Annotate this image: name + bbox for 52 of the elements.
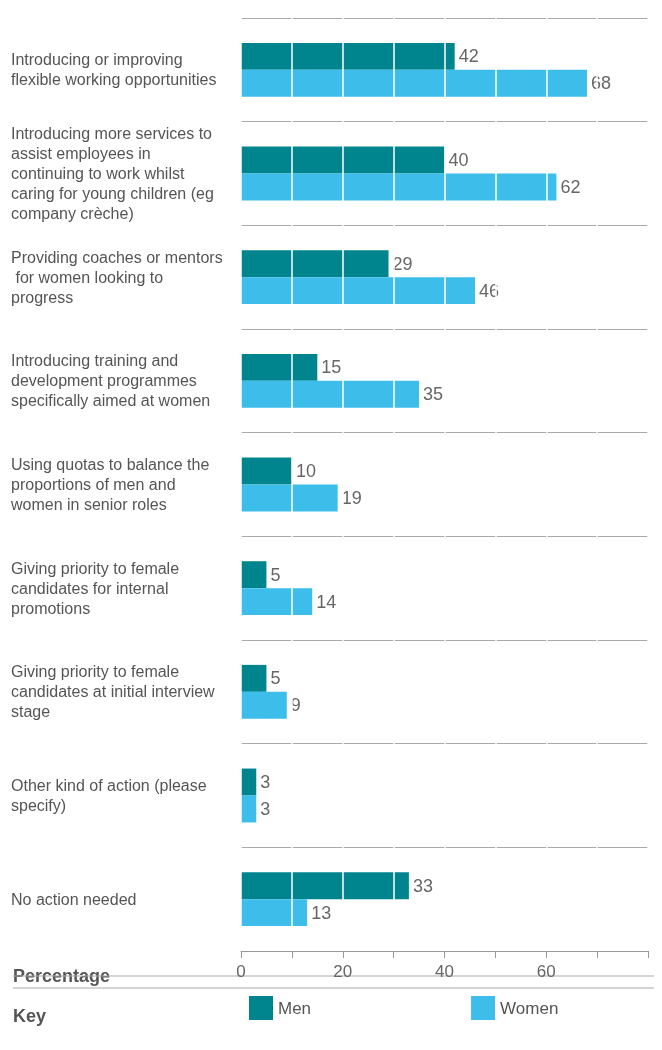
data-label: 3 [260,772,271,793]
data-label: 10 [295,461,316,482]
y-tick-label: Giving priority to female candidates for internal promotions [11,559,184,617]
bar [241,691,287,719]
data-label: 62 [560,176,581,197]
bar [241,173,557,201]
bar [241,146,445,174]
data-label: 5 [270,564,281,585]
bar [241,380,420,408]
y-tick-label: No action needed [11,890,137,908]
bar [241,42,455,70]
bar [241,664,267,692]
data-label: 29 [392,253,413,274]
data-label: 9 [290,695,301,716]
bar [241,353,318,381]
data-label: 13 [311,902,332,923]
x-tick-label: 0 [236,962,246,981]
data-label: 46 [479,280,500,301]
y-tick-label: Other kind of action (please specify) [11,777,212,814]
x-tick-label: 60 [536,962,556,981]
legend-label: Women [500,998,559,1018]
bar [241,899,308,927]
data-label: 42 [458,46,479,67]
data-label: 5 [270,668,281,689]
x-tick-label: 40 [435,962,454,981]
bar [241,588,313,616]
data-label: 15 [321,357,342,378]
bar [241,484,338,512]
legend-title: Key [13,1006,47,1026]
y-tick-label: Giving priority to female candidates at initial interview stage [11,663,220,721]
y-tick-label: Introducing training and development programmes specifically aimed at women [11,352,211,410]
bar [241,768,257,796]
x-axis-title: Percentage [13,966,111,986]
x-tick-label: 20 [333,962,353,981]
data-label: 33 [412,875,433,896]
y-tick-label: Introducing more services to assist employees in continuing to work whilst caring for young children (eg company crèche) [11,125,219,222]
bar [241,872,409,900]
data-label: 19 [341,487,362,508]
bar [241,250,389,278]
y-tick-label: Providing coaches or mentors for women looking to progress [11,248,223,306]
bar [241,457,292,485]
bar [241,69,587,97]
bar [241,277,476,305]
data-label: 40 [448,150,469,171]
data-label: 68 [590,73,611,94]
bar [241,561,267,589]
legend-label: Men [278,998,312,1018]
data-label: 3 [260,798,271,819]
y-tick-label: Introducing or improving flexible working opportunities [11,51,217,89]
data-label: 35 [423,384,444,405]
y-tick-label: Using quotas to balance the proportions of men and women in senior roles [10,456,214,513]
data-label: 14 [316,591,337,612]
